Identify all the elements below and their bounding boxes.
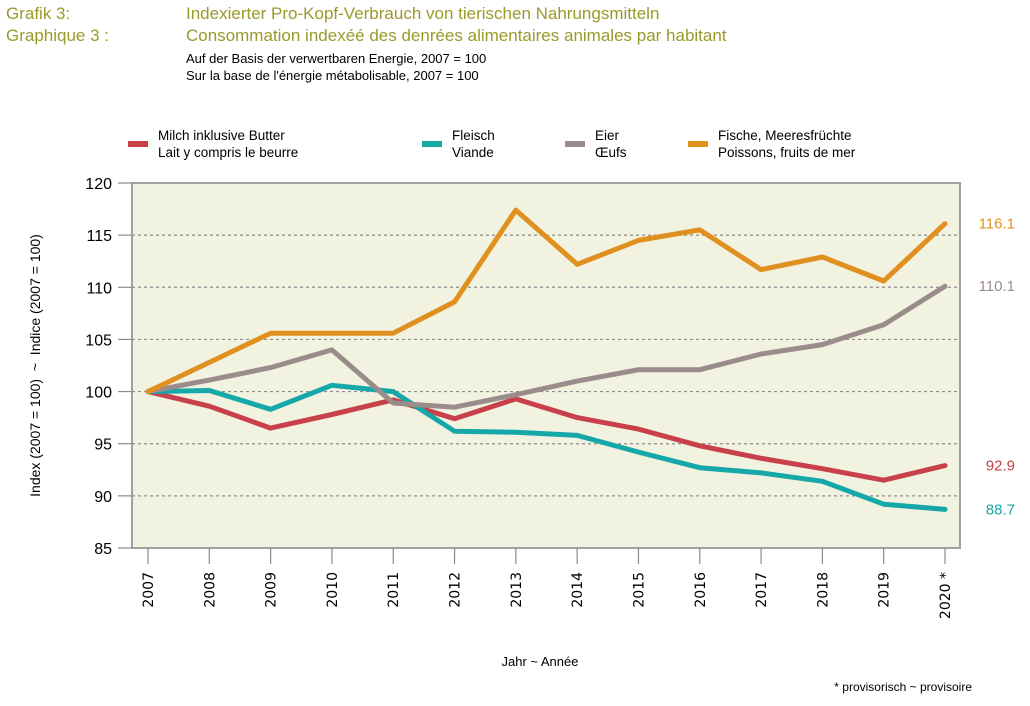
x-tick-label: 2016	[693, 572, 709, 608]
series-line	[145, 382, 948, 512]
series-line	[145, 283, 948, 410]
legend-swatch	[422, 141, 442, 147]
legend-label-de: Fleisch	[452, 128, 495, 143]
end-labels: 92.9 88.7 110.1 116.1	[979, 216, 1015, 519]
legend-label: Eier Œufs	[595, 127, 627, 161]
chart-title-de: Indexierter Pro-Kopf-Verbrauch von tieri…	[186, 4, 660, 23]
x-tick-label: 2018	[815, 572, 831, 608]
x-tick-label: 2008	[202, 572, 218, 608]
legend-label-fr: Œufs	[595, 145, 627, 160]
y-tick-label: 85	[94, 541, 112, 558]
y-tick-label: 115	[86, 228, 112, 245]
series-lines	[145, 207, 948, 512]
x-tick-label: 2019	[877, 572, 893, 608]
y-tick-label: 105	[85, 332, 112, 349]
subtitle-fr: Sur la base de l'énergie métabolisable, …	[186, 68, 479, 83]
chart-title-fr: Consommation indexéé des denrées aliment…	[186, 26, 727, 45]
y-tick-label: 100	[85, 385, 112, 402]
legend-swatch	[565, 141, 585, 147]
y-axis: 85 90 95 100 105 110 115 120	[85, 176, 132, 558]
legend-swatch	[688, 141, 708, 147]
end-label: 110.1	[979, 278, 1015, 295]
legend-label-fr: Viande	[452, 145, 494, 160]
end-label: 92.9	[986, 458, 1015, 475]
x-axis-label: Jahr ~ Année	[501, 654, 579, 669]
x-tick-label: 2012	[448, 572, 464, 608]
legend-label-de: Eier	[595, 128, 620, 143]
legend-label: Fleisch Viande	[452, 127, 495, 161]
end-label: 116.1	[979, 216, 1015, 233]
x-tick-label: 2014	[570, 572, 586, 608]
legend-label-de: Fische, Meeresfrüchte	[718, 128, 852, 143]
plot-frame	[131, 182, 961, 549]
chart-label-fr: Graphique 3 :	[6, 26, 110, 45]
x-tick-label: 2010	[325, 572, 341, 608]
footnote: * provisorisch ~ provisoire	[834, 680, 972, 694]
x-tick-label: 2011	[386, 572, 402, 608]
legend-swatch	[128, 141, 148, 147]
x-tick-label: 2015	[631, 572, 647, 608]
series-line	[145, 389, 948, 483]
legend-label-de: Milch inklusive Butter	[158, 128, 285, 143]
x-axis: 2007 2008 2009 2010 2011 2012 2013 2014 2015 2016…	[141, 548, 954, 619]
chart-label-de: Grafik 3:	[6, 4, 71, 23]
x-tick-label: 2009	[264, 572, 280, 608]
legend-label: Fische, Meeresfrüchte Poissons, fruits de…	[718, 127, 855, 161]
legend-label-fr: Lait y compris le beurre	[158, 145, 299, 160]
x-tick-label: 2007	[141, 572, 157, 608]
legend-label-fr: Poissons, fruits de mer	[718, 145, 856, 160]
subtitle-de: Auf der Basis der verwertbaren Energie, …	[186, 51, 487, 66]
x-tick-label: 2013	[509, 572, 525, 608]
x-tick-label: 2017	[754, 572, 770, 608]
y-tick-label: 90	[94, 489, 112, 506]
y-tick-label: 110	[86, 280, 112, 297]
y-tick-label: 120	[85, 176, 112, 193]
series-line	[145, 207, 948, 395]
y-axis-label: Index (2007 = 100) ~ Indice (2007 = 100)	[27, 234, 43, 497]
x-tick-label: 2020 *	[938, 572, 954, 619]
end-label: 88.7	[986, 501, 1015, 518]
legend-label: Milch inklusive Butter Lait y compris le …	[158, 127, 298, 161]
y-tick-label: 95	[94, 437, 112, 454]
